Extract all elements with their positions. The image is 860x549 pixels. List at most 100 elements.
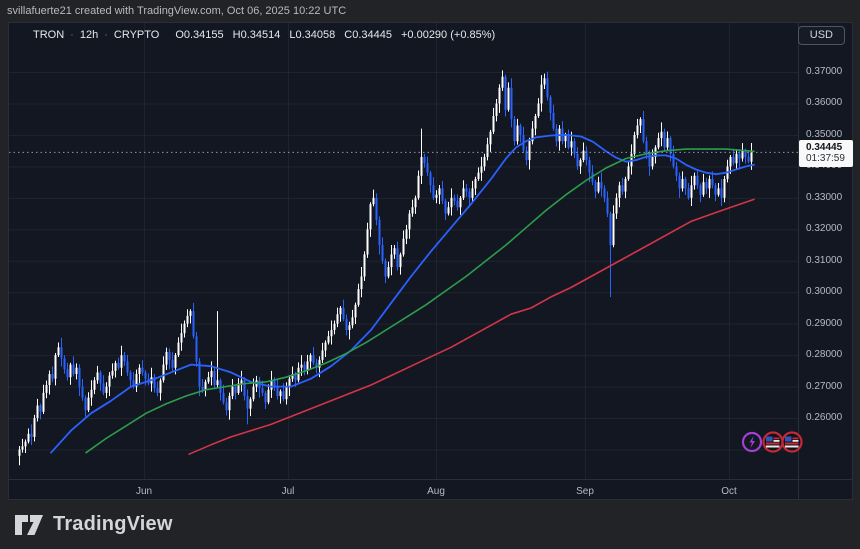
candle-down [744,150,747,157]
candle-down [720,188,723,198]
candle-up [54,355,57,379]
candle-up [177,342,180,356]
candle-down [441,188,444,201]
candle-up [321,350,324,360]
candle-down [504,76,507,110]
candle-down [156,388,159,393]
candle-down [714,185,717,195]
candle-down [381,245,384,261]
candle-down [696,175,699,186]
candle-down [621,185,624,192]
candle-up [582,150,585,161]
tradingview-logo-icon[interactable] [14,514,44,536]
open-value: O0.34155 [175,28,224,41]
candle-up [612,213,615,246]
candle-down [78,367,81,387]
candle-down [30,433,33,437]
candle-up [462,188,465,198]
candle-up [174,355,177,368]
candle-up [33,418,36,437]
candle-up [24,441,27,447]
candle-down [129,372,132,381]
candle-down [303,364,306,371]
candle-up [540,84,543,104]
candle-up [87,397,90,411]
candle-down [510,87,513,120]
candle-down [141,367,144,373]
candle-up [96,372,99,381]
candle-up [693,175,696,186]
candle-down [213,370,216,386]
candle-up [318,359,321,368]
candle-down [588,160,591,173]
tradingview-logo-text[interactable]: TradingView [53,513,173,535]
candle-up [237,383,240,393]
candle-up [651,156,654,167]
candle-down [675,166,678,176]
candle-up [327,336,330,343]
candle-down [429,172,432,186]
candle-up [120,355,123,368]
candle-up [336,314,339,324]
candle-up [204,381,207,390]
candle-down [219,380,222,393]
candle-up [369,204,372,230]
candle-up [186,315,189,324]
candle-up [138,367,141,375]
candle-down [711,178,714,186]
interval-selector[interactable]: 12h [79,28,99,41]
attribution-bar: svillafuerte21 created with TradingView.… [0,0,860,22]
candle-up [180,333,183,343]
candle-up [528,141,531,161]
candle-up [279,391,282,397]
candle-down [84,397,87,411]
candle-up [249,399,252,409]
candle-up [300,364,303,368]
currency-button[interactable]: USD [797,26,845,45]
symbol-name[interactable]: TRON [33,28,65,41]
candle-down [342,307,345,319]
candle-up [165,351,168,365]
candle-down [426,163,429,173]
candle-down [513,119,516,142]
candle-down [282,391,285,400]
current-price-value: 0.34445 [806,142,843,154]
candle-up [483,156,486,167]
candle-down [552,112,555,129]
candle-up [324,342,327,351]
candle-down [606,197,609,214]
candle-up [411,207,414,214]
attribution-text: svillafuerte21 created with TradingView.… [7,5,347,17]
candle-up [159,380,162,393]
tron-logo-icon [762,431,784,453]
candle-up [69,364,72,378]
footer: TradingView [0,500,860,549]
candle-up [681,178,684,189]
candle-down [117,363,120,368]
high-value: H0.34514 [232,28,281,41]
candle-up [48,374,51,386]
candle-up [354,304,357,318]
candle-down [39,405,42,412]
candle-down [375,197,378,220]
candle-down [246,396,249,409]
candle-down [585,150,588,161]
chart-widget: TRON · 12h · CRYPTO O0.34155 H0.34514 L0… [8,22,853,500]
candle-down [123,355,126,362]
candle-down [378,219,381,246]
candle-down [546,78,549,98]
candle-up [486,144,489,157]
candle-up [267,389,270,403]
candle-up [372,197,375,205]
candle-up [729,156,732,167]
candle-down [549,97,552,113]
candle-down [573,141,576,154]
candle-down [699,185,702,195]
candle-down [243,380,246,397]
candle-down [66,369,69,378]
candle-down [453,197,456,201]
candle-down [99,372,102,384]
price-chart-canvas[interactable] [9,23,852,499]
candle-up [351,317,354,326]
candle-up [723,178,726,198]
